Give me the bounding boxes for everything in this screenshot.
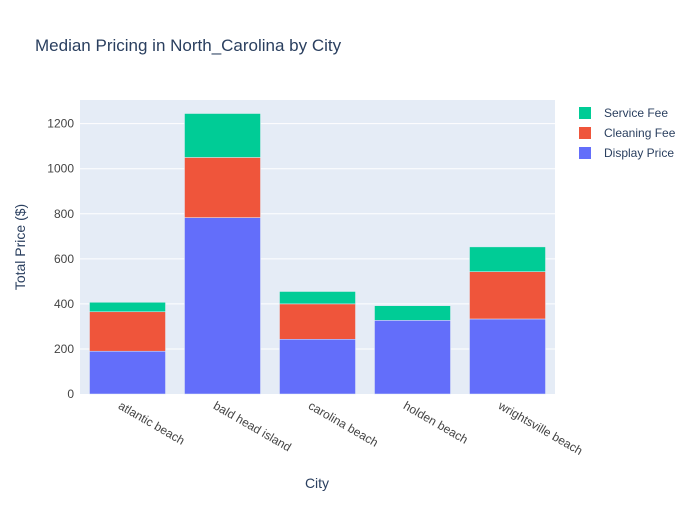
legend-label: Display Price [604,146,674,160]
bar-cleaning-fee[interactable] [279,303,356,340]
bar-service-fee[interactable] [469,246,546,272]
chart-title: Median Pricing in North_Carolina by City [35,36,342,55]
legend-label: Service Fee [604,106,668,120]
legend-swatch [579,147,591,159]
legend-swatch [579,127,591,139]
x-tick-label: wrightsville beach [495,398,585,458]
bar-service-fee[interactable] [279,291,356,305]
x-tick-label: carolina beach [306,398,381,449]
x-tick-label: atlantic beach [116,398,187,447]
legend-label: Cleaning Fee [604,126,676,140]
bar-service-fee[interactable] [184,113,261,158]
bar-cleaning-fee[interactable] [184,157,261,218]
legend: Service Fee Cleaning Fee Display Price [579,106,676,160]
y-tick-label: 800 [54,207,74,221]
legend-item-display-price[interactable]: Display Price [579,146,674,160]
y-tick-labels: 0 200 400 600 800 1000 1200 [47,117,74,401]
y-tick-label: 1000 [47,162,74,176]
y-tick-label: 600 [54,252,74,266]
bar-service-fee[interactable] [89,302,166,313]
y-tick-label: 400 [54,297,74,311]
bars-layer [89,113,546,395]
bar-cleaning-fee[interactable] [89,311,166,352]
legend-swatch [579,107,591,119]
y-tick-label: 200 [54,342,74,356]
bar-display-price[interactable] [279,339,356,395]
bar-display-price[interactable] [184,217,261,395]
bar-display-price[interactable] [469,318,546,395]
legend-item-service-fee[interactable]: Service Fee [579,106,668,120]
y-tick-label: 1200 [47,117,74,131]
x-tick-label: bald head island [211,398,294,454]
x-axis-title: City [305,475,329,491]
x-tick-labels: atlantic beach bald head island carolina b… [116,398,585,458]
bar-cleaning-fee[interactable] [469,271,546,320]
bar-service-fee[interactable] [374,305,451,321]
y-tick-label: 0 [67,387,74,401]
x-tick-label: holden beach [401,398,470,446]
bar-display-price[interactable] [89,350,166,395]
y-axis-title: Total Price ($) [12,204,28,290]
legend-item-cleaning-fee[interactable]: Cleaning Fee [579,126,676,140]
bar-display-price[interactable] [374,320,451,395]
